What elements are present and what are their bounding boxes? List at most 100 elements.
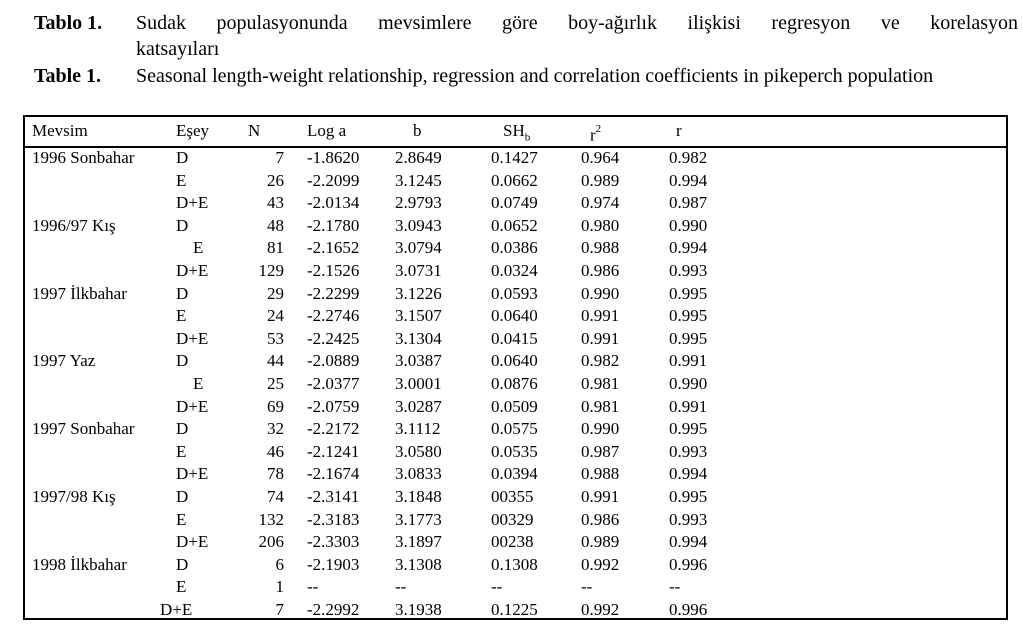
- cell-r2: 0.991: [581, 328, 620, 348]
- cell-shb: 0.0509: [491, 396, 538, 416]
- cell-r: 0.996: [669, 600, 708, 619]
- cell-shb: 0.0535: [491, 441, 538, 461]
- cell-loga: -2.2992: [307, 600, 360, 619]
- cell-season: 1997 Yaz: [32, 351, 96, 371]
- cell-b: 2.9793: [395, 193, 442, 213]
- cell-r: 0.995: [669, 306, 708, 326]
- cell-b: 3.0287: [395, 396, 442, 416]
- cell-shb: 00329: [491, 509, 534, 529]
- cell-r: 0.996: [669, 554, 708, 574]
- cell-r: 0.994: [669, 532, 708, 552]
- cell-n: 29: [267, 283, 284, 303]
- cell-r: 0.987: [669, 193, 708, 213]
- cell-sex: D+E: [176, 193, 209, 213]
- header-n: N: [248, 121, 261, 140]
- cell-r2: 0.964: [581, 148, 620, 167]
- cell-r: 0.993: [669, 441, 708, 461]
- cell-b: 3.0833: [395, 464, 442, 484]
- cell-loga: -2.0134: [307, 193, 360, 213]
- cell-season: 1996/97 Kış: [32, 215, 116, 235]
- cell-r: 0.994: [669, 170, 708, 190]
- cell-r2: 0.992: [581, 554, 620, 574]
- cell-sex: E: [176, 509, 187, 529]
- cell-r2: 0.991: [581, 306, 620, 326]
- cell-b: 3.1245: [395, 170, 442, 190]
- cell-r2: 0.987: [581, 441, 620, 461]
- cell-season: 1997/98 Kış: [32, 487, 116, 506]
- cell-sex: D+E: [176, 261, 209, 280]
- cell-r2: --: [581, 577, 593, 597]
- cell-sex: E: [193, 238, 204, 258]
- cell-shb: 0.0662: [491, 170, 538, 190]
- cell-shb: 0.0415: [491, 328, 538, 348]
- cell-r: 0.995: [669, 283, 708, 303]
- cell-shb: 0.0575: [491, 419, 538, 439]
- caption-title-turkish: Sudak populasyonunda mevsimlere göre boy…: [136, 12, 1018, 34]
- cell-shb: 0.0386: [491, 238, 538, 258]
- cell-sex: D: [176, 419, 189, 439]
- cell-loga: -2.1241: [307, 441, 360, 461]
- cell-r: 0.991: [669, 396, 708, 416]
- cell-loga: -2.2425: [307, 328, 360, 348]
- cell-sex: D+E: [160, 600, 193, 619]
- cell-shb: 0.0640: [491, 351, 538, 371]
- cell-n: 69: [267, 396, 284, 416]
- cell-n: 53: [267, 328, 284, 348]
- cell-shb: 0.0394: [491, 464, 538, 484]
- cell-sex: E: [176, 577, 187, 597]
- cell-r2: 0.992: [581, 600, 620, 619]
- cell-r2: 0.989: [581, 532, 620, 552]
- cell-loga: -2.1674: [307, 464, 360, 484]
- cell-r: 0.994: [669, 238, 708, 258]
- cell-r2: 0.980: [581, 215, 620, 235]
- cell-r2: 0.986: [581, 261, 620, 280]
- cell-shb: 00355: [491, 487, 534, 506]
- data-table: Mevsim Eşey N Log a b SHb r2 r 1996 Sonb…: [23, 115, 1008, 620]
- cell-b: 3.1938: [395, 600, 442, 619]
- header-r2: r2: [590, 121, 601, 146]
- cell-b: 3.1773: [395, 509, 442, 529]
- cell-shb: 00238: [491, 532, 534, 552]
- cell-r2: 0.982: [581, 351, 620, 371]
- cell-loga: -2.0377: [307, 374, 360, 393]
- cell-n: 206: [258, 532, 285, 552]
- cell-r: 0.994: [669, 464, 708, 484]
- cell-b: 2.8649: [395, 148, 442, 167]
- cell-sex: D: [176, 148, 189, 167]
- cell-loga: -2.3303: [307, 532, 360, 552]
- cell-loga: -2.1903: [307, 554, 360, 574]
- cell-r: 0.993: [669, 261, 708, 280]
- cell-r: 0.995: [669, 487, 708, 506]
- cell-loga: -1.8620: [307, 148, 360, 167]
- cell-r: 0.995: [669, 328, 708, 348]
- header-r2-superscript: 2: [595, 123, 602, 135]
- cell-r2: 0.981: [581, 396, 620, 416]
- cell-season: 1997 Sonbahar: [32, 419, 135, 439]
- cell-sex: D+E: [176, 328, 209, 348]
- cell-b: 3.0001: [395, 374, 442, 393]
- cell-shb: 0.1225: [491, 600, 538, 619]
- cell-n: 48: [267, 215, 284, 235]
- cell-season: 1997 İlkbahar: [32, 283, 127, 303]
- cell-sex: D: [176, 487, 189, 506]
- cell-loga: -2.0889: [307, 351, 360, 371]
- cell-loga: -2.2299: [307, 283, 360, 303]
- cell-n: 43: [267, 193, 284, 213]
- cell-n: 74: [267, 487, 284, 506]
- cell-season: 1998 İlkbahar: [32, 554, 127, 574]
- cell-loga: -2.2746: [307, 306, 360, 326]
- header-r: r: [676, 121, 682, 140]
- cell-r: 0.993: [669, 509, 708, 529]
- cell-sex: D: [176, 554, 189, 574]
- cell-sex: E: [193, 374, 204, 393]
- cell-n: 78: [267, 464, 284, 484]
- cell-n: 32: [267, 419, 284, 439]
- cell-loga: -2.0759: [307, 396, 360, 416]
- cell-r: 0.990: [669, 215, 708, 235]
- cell-shb: 0.0652: [491, 215, 538, 235]
- cell-r2: 0.989: [581, 170, 620, 190]
- cell-loga: -2.3141: [307, 487, 360, 506]
- caption-title-english: Seasonal length-weight relationship, reg…: [136, 65, 934, 87]
- header-loga: Log a: [307, 121, 347, 140]
- cell-r2: 0.990: [581, 283, 620, 303]
